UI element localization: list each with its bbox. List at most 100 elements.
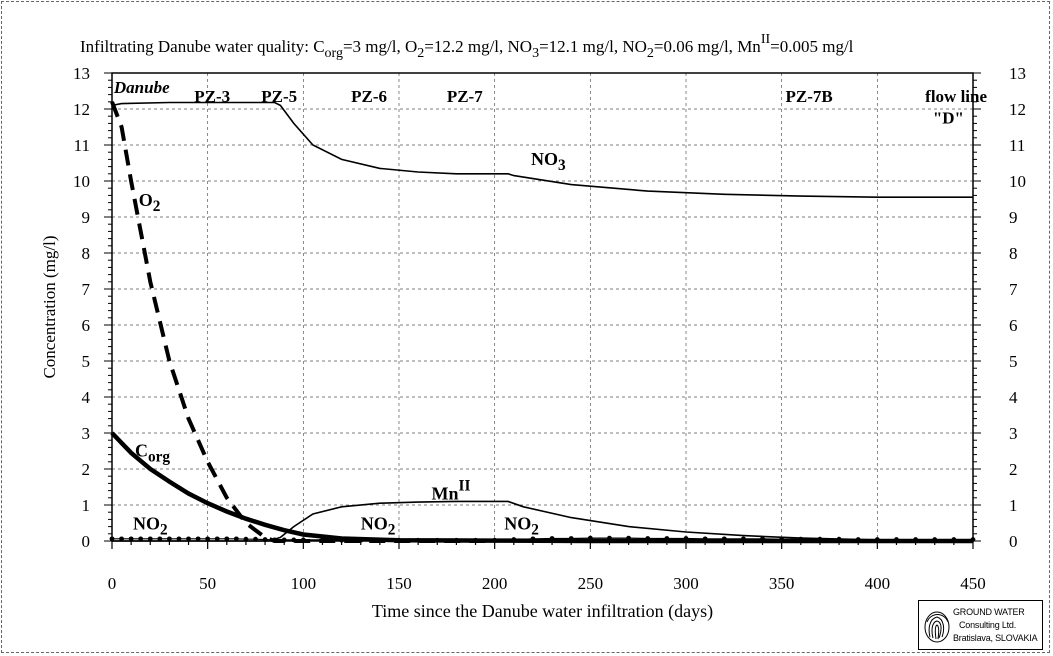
series-point-NO2 [205, 536, 211, 542]
series-point-NO2 [320, 537, 325, 543]
logo-line-1: GROUND WATER [953, 607, 1025, 617]
y-tick-label-right: 4 [1009, 388, 1018, 407]
y-tick-label-left: 5 [82, 352, 91, 371]
series-point-NO2 [186, 536, 191, 542]
y-tick-label-left: 11 [74, 136, 90, 155]
series-point-NO2 [358, 537, 364, 543]
series-point-NO2 [291, 537, 297, 543]
series-point-NO2 [894, 537, 899, 542]
series-point-NO2 [664, 536, 670, 541]
series-line-MnII [112, 500, 974, 542]
series-point-NO2 [932, 537, 938, 542]
series-point-NO2 [214, 536, 220, 542]
series-point-NO2 [138, 536, 144, 542]
series-point-NO2 [874, 537, 880, 542]
series-label-NO3: NO3 [531, 149, 566, 174]
series-point-NO2 [836, 536, 842, 542]
series-point-NO2 [167, 536, 172, 542]
x-tick-label: 50 [199, 574, 216, 593]
y-tick-label-right: 5 [1009, 352, 1018, 371]
series-point-NO2 [454, 537, 459, 543]
x-tick-label: 400 [865, 574, 891, 593]
series-point-NO2 [683, 536, 689, 541]
x-tick-label: 200 [482, 574, 508, 593]
x-tick-label: 450 [960, 574, 986, 593]
series-line-Corg [110, 431, 973, 544]
series-point-NO2 [798, 536, 804, 542]
series-point-NO2 [339, 537, 344, 543]
series-point-NO2 [855, 537, 861, 542]
series-label-NO2b: NO2 [361, 513, 396, 538]
series-label-Corg: Corg [135, 440, 170, 465]
y-tick-label-left: 1 [82, 496, 91, 515]
series-point-NO2 [272, 537, 278, 543]
chart-title: Infiltrating Danube water quality: Corg=… [80, 32, 854, 61]
series-point-NO2 [951, 537, 957, 542]
y-tick-label-left: 3 [82, 424, 91, 443]
series-point-NO2 [157, 536, 163, 542]
series-point-NO2 [195, 536, 201, 542]
y-tick-label-left: 8 [82, 244, 91, 263]
series-point-NO2 [721, 536, 727, 542]
series-point-NO2 [262, 537, 268, 542]
x-axis-label: Time since the Danube water infiltration… [372, 601, 713, 622]
series-point-NO2 [913, 537, 918, 542]
annotation-pz5: PZ-5 [261, 87, 297, 106]
y-tick-label-right: 10 [1009, 172, 1026, 191]
series-point-NO2 [224, 536, 230, 542]
y-tick-label-left: 2 [82, 460, 91, 479]
series-point-NO2 [377, 537, 383, 543]
series-point-NO2 [119, 536, 124, 542]
series-point-NO2 [970, 537, 976, 542]
series-point-NO2 [568, 536, 574, 541]
y-tick-label-left: 7 [82, 280, 91, 299]
y-tick-label-left: 6 [82, 316, 91, 335]
series-point-NO2 [109, 536, 115, 542]
series-point-NO2 [760, 536, 765, 542]
series-label-NO2c: NO2 [504, 513, 539, 538]
y-tick-label-left: 13 [73, 64, 90, 83]
series-point-NO2 [128, 536, 134, 542]
annotation-danube: Danube [113, 78, 170, 97]
series-point-NO2 [281, 537, 287, 543]
series-point-NO2 [530, 536, 536, 542]
y-tick-label-right: 11 [1009, 136, 1025, 155]
y-tick-label-right: 12 [1009, 100, 1026, 119]
fingerprint-logo-icon [924, 611, 950, 643]
y-tick-label-right: 2 [1009, 460, 1018, 479]
y-tick-label-right: 13 [1009, 64, 1026, 83]
annotation-pz7: PZ-7 [447, 87, 483, 106]
plot-frame [111, 72, 974, 542]
series-point-NO2 [233, 536, 239, 542]
series-label-O2: O2 [139, 190, 161, 215]
x-tick-label: 100 [291, 574, 317, 593]
series-point-NO2 [396, 537, 402, 543]
series-point-NO2 [645, 536, 651, 541]
annotation-pz6: PZ-6 [351, 87, 387, 106]
series-point-NO2 [587, 535, 593, 541]
y-tick-label-right: 8 [1009, 244, 1018, 263]
y-tick-label-left: 12 [73, 100, 90, 119]
series-label-MnII: MnII [432, 478, 471, 504]
series-point-NO2 [243, 536, 249, 542]
series-point-NO2 [147, 536, 153, 542]
company-logo: GROUND WATER Consulting Ltd. Bratislava,… [918, 600, 1043, 650]
annotation-pz3: PZ-3 [194, 87, 230, 106]
logo-line-3: Bratislava, SLOVAKIA [953, 633, 1038, 643]
x-tick-label: 350 [769, 574, 795, 593]
x-tick-label: 250 [578, 574, 604, 593]
logo-line-2: Consulting Ltd. [959, 620, 1017, 630]
y-tick-label-left: 10 [73, 172, 90, 191]
y-tick-label-right: 0 [1009, 532, 1018, 551]
x-tick-label: 150 [386, 574, 412, 593]
series-point-NO2 [779, 536, 785, 542]
series-line-NO3 [111, 101, 973, 198]
series-point-NO2 [626, 535, 631, 541]
series-point-NO2 [511, 537, 517, 542]
series-point-NO2 [549, 536, 555, 541]
series-point-NO2 [492, 537, 498, 543]
series-point-NO2 [176, 536, 182, 542]
x-tick-label: 0 [108, 574, 117, 593]
